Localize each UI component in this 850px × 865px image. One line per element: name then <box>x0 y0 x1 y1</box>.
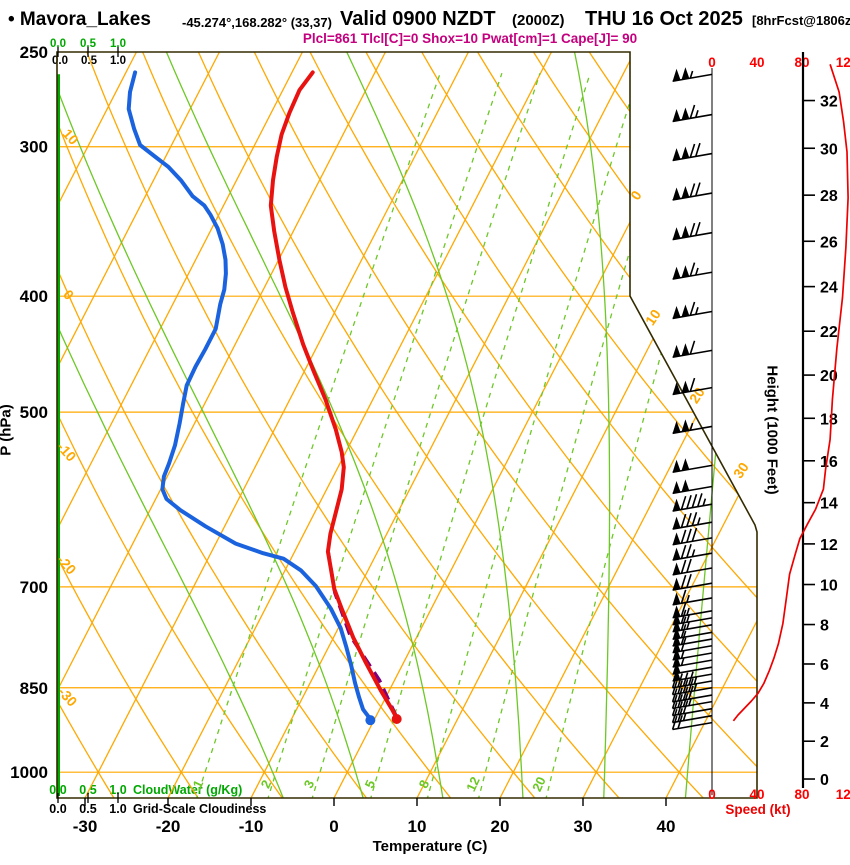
cloudwater-tick-label: 0.0 <box>50 38 66 50</box>
cloudiness-tick-label: 0.0 <box>49 802 67 816</box>
svg-text:22: 22 <box>820 324 838 341</box>
cloudwater-tick-label: 0.5 <box>79 783 97 797</box>
cloudiness-tick-label: 1.0 <box>110 55 126 67</box>
forecast-hour: [8hrFcst@1806z] <box>752 13 850 28</box>
speed-axis-labels: 0040408080120120 <box>708 55 850 802</box>
surface-dewpoint-dot <box>365 715 376 726</box>
valid-date: THU 16 Oct 2025 <box>585 8 743 30</box>
svg-text:500: 500 <box>20 403 48 422</box>
svg-text:2: 2 <box>820 734 829 751</box>
svg-text:0: 0 <box>820 772 829 789</box>
svg-text:8: 8 <box>820 618 829 635</box>
svg-text:700: 700 <box>20 578 48 597</box>
svg-text:28: 28 <box>820 188 838 205</box>
svg-text:850: 850 <box>20 679 48 698</box>
station-coords: -45.274°,168.282° (33,37) <box>182 15 332 30</box>
svg-text:32: 32 <box>820 94 838 111</box>
svg-text:40: 40 <box>749 55 764 70</box>
cloudiness-tick-label: 0.5 <box>81 55 97 67</box>
svg-text:12: 12 <box>463 774 483 793</box>
pressure-gridlines <box>57 146 757 773</box>
svg-text:10: 10 <box>642 306 664 328</box>
svg-text:120: 120 <box>836 787 850 802</box>
svg-text:24: 24 <box>820 280 838 297</box>
svg-text:30: 30 <box>730 459 752 481</box>
svg-text:-20: -20 <box>156 817 181 836</box>
isotherm-lines <box>57 52 757 798</box>
cloudwater-caption: CloudWater (g/Kg) <box>133 783 243 797</box>
svg-text:6: 6 <box>820 657 829 674</box>
cloudwater-tick-label: 0.5 <box>80 38 96 50</box>
svg-text:30: 30 <box>820 141 838 158</box>
speed-axis-title: Speed (kt) <box>725 802 791 817</box>
svg-text:40: 40 <box>749 787 764 802</box>
svg-text:80: 80 <box>794 787 809 802</box>
svg-text:400: 400 <box>20 287 48 306</box>
svg-text:10: 10 <box>820 578 838 595</box>
station-title: • Mavora_Lakes <box>8 9 151 30</box>
dewpoint-curve <box>126 70 373 722</box>
cloudiness-tick-label: 1.0 <box>109 802 127 816</box>
valid-time: Valid 0900 NZDT <box>340 8 496 30</box>
svg-text:2: 2 <box>258 778 275 791</box>
mixing-ratio-lines <box>195 72 741 798</box>
temperature-axis-labels: -30 -20 -10 0 10 20 30 40 <box>73 798 676 836</box>
svg-text:4: 4 <box>820 696 829 713</box>
cloudiness-tick-label: 0.0 <box>52 55 68 67</box>
pressure-axis-labels: 250 300 400 500 700 850 1000 <box>10 43 48 782</box>
temperature-curve <box>268 70 399 720</box>
svg-text:0: 0 <box>329 817 338 836</box>
cloudiness-tick-label: 0.5 <box>79 802 97 816</box>
cloudwater-tick-label: 1.0 <box>109 783 127 797</box>
surface-temperature-dot <box>391 714 402 725</box>
svg-text:10: 10 <box>408 817 427 836</box>
cloudiness-caption: Grid-Scale Cloudiness <box>133 802 267 816</box>
cloud-scale-ticks <box>57 47 119 803</box>
svg-text:30: 30 <box>574 817 593 836</box>
svg-text:3: 3 <box>301 778 318 791</box>
svg-text:8: 8 <box>416 778 433 791</box>
svg-text:12: 12 <box>820 537 838 554</box>
valid-time-utc: (2000Z) <box>512 12 565 29</box>
svg-text:20: 20 <box>491 817 510 836</box>
svg-text:-30: -30 <box>73 817 98 836</box>
svg-text:18: 18 <box>820 411 838 428</box>
cloudwater-tick-label: 1.0 <box>110 38 126 50</box>
plot-grid <box>57 52 757 798</box>
svg-text:120: 120 <box>836 55 850 70</box>
svg-text:14: 14 <box>820 496 838 513</box>
wind-speed-curve <box>732 64 849 722</box>
plot-border <box>56 51 758 799</box>
svg-text:300: 300 <box>20 138 48 157</box>
svg-text:0: 0 <box>708 55 716 70</box>
svg-text:-10: -10 <box>239 817 264 836</box>
svg-text:250: 250 <box>20 43 48 62</box>
profiles <box>57 70 402 796</box>
wind-barbs <box>671 67 713 731</box>
stability-indices: Plcl=861 Tlcl[C]=0 Shox=10 Pwat[cm]=1 Ca… <box>302 31 638 46</box>
svg-text:26: 26 <box>820 234 838 251</box>
svg-text:1000: 1000 <box>10 763 48 782</box>
svg-text:20: 20 <box>529 774 549 793</box>
svg-text:40: 40 <box>657 817 676 836</box>
svg-text:16: 16 <box>820 454 838 471</box>
svg-text:0: 0 <box>60 286 77 303</box>
svg-text:0: 0 <box>708 787 716 802</box>
temperature-axis-title: Temperature (C) <box>372 838 488 855</box>
parcel-curve <box>326 552 399 718</box>
